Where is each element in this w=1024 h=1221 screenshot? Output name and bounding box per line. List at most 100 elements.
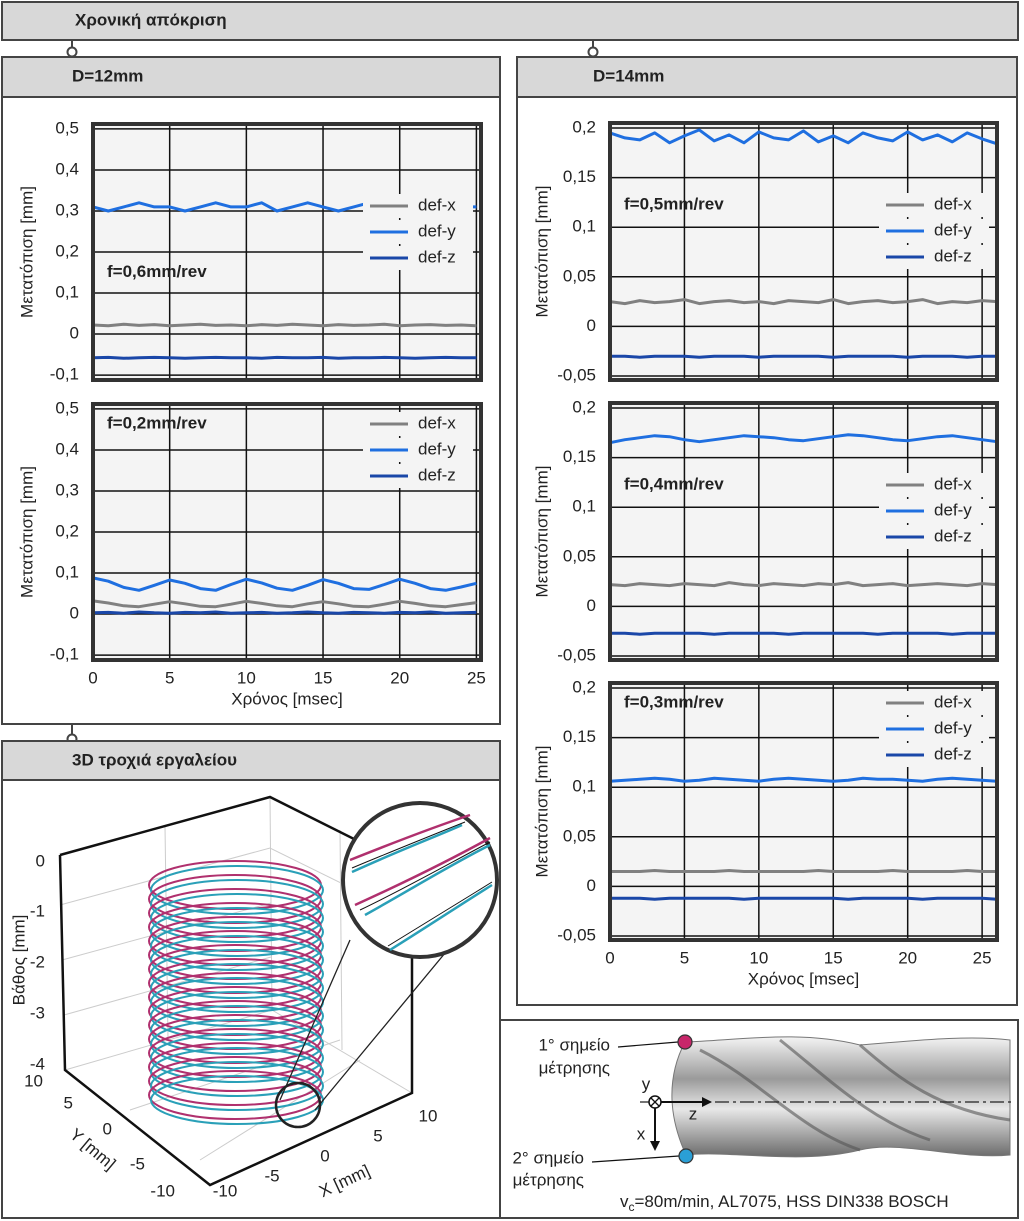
legend-label: def-y: [934, 500, 972, 519]
series-line: [609, 581, 998, 588]
helix: [150, 1019, 325, 1069]
series-line: [610, 631, 997, 636]
legend-label: def-z: [418, 465, 456, 484]
z-axis-label: Βάθος [mm]: [9, 915, 28, 1006]
plot-frame: [91, 402, 483, 662]
zoom-curves: [351, 821, 493, 947]
annotation: f=0,4mm/rev: [624, 474, 724, 493]
helix: [150, 865, 325, 915]
caption-part: c: [629, 1200, 635, 1214]
y-tick-label: 0,1: [55, 283, 79, 302]
series-line: [609, 298, 998, 306]
y-tick-label: 0,1: [572, 777, 596, 796]
legend-label: def-x: [418, 413, 456, 432]
legend-label: def-z: [934, 744, 972, 763]
x-tick-label: 10: [419, 1106, 438, 1125]
series-line: [92, 355, 477, 360]
x-tick-label: 0: [605, 948, 614, 967]
y-tick-label: 0: [587, 316, 596, 335]
panel-title: D=12mm: [72, 66, 143, 85]
y-tick-label: 0,3: [55, 200, 79, 219]
caption-part: =80m/min, AL7075, HSS DIN338 BOSCH: [635, 1192, 949, 1211]
drill: [671, 1036, 1011, 1158]
helix: [150, 963, 325, 1013]
legend-label: def-z: [934, 526, 972, 545]
series-line: [610, 896, 998, 901]
x-tick-label: 5: [680, 948, 689, 967]
y-tick-label: 0,1: [55, 563, 79, 582]
helix: [150, 949, 325, 999]
series-line: [609, 776, 998, 783]
legend-label: def-y: [418, 221, 456, 240]
zoom-lines: [279, 934, 461, 1111]
x-tick-label: 20: [898, 948, 917, 967]
x-tick-label: 10: [237, 668, 256, 687]
y-tick-label: -0,1: [50, 365, 79, 384]
y-tick-label: 0: [103, 1119, 112, 1138]
helix: [150, 907, 325, 957]
header-bar: [1, 1, 1019, 41]
z-tick-label: 0: [36, 851, 45, 870]
panel-title: D=14mm: [593, 66, 664, 85]
x-tick-label: -5: [264, 1166, 279, 1185]
y-tick-label: 0: [70, 604, 79, 623]
annotation: f=0,6mm/rev: [107, 262, 207, 281]
series-line: [610, 354, 997, 359]
helix: [150, 935, 325, 985]
label: 2° σημείο: [512, 1148, 584, 1167]
y-tick-label: 0,5: [55, 398, 79, 417]
x-tick-label: 25: [467, 668, 486, 687]
y-tick-label: 0,1: [572, 217, 596, 236]
y-tick-label: 0,2: [572, 677, 596, 696]
x-tick-label: 0: [320, 1146, 329, 1165]
y-tick-label: 10: [24, 1071, 43, 1090]
z-tick-label: -1: [30, 901, 45, 920]
legend-label: def-z: [934, 246, 972, 265]
y-tick-label: 0: [587, 876, 596, 895]
y-tick-label: -10: [150, 1181, 175, 1200]
y-tick-label: -0,05: [557, 646, 596, 665]
axis-label: z: [689, 1104, 698, 1123]
helix: [150, 893, 325, 943]
series-line: [609, 433, 998, 445]
series-line: [92, 322, 477, 328]
panel-title: 3D τροχιά εργαλείου: [72, 750, 237, 769]
annotation: f=0,3mm/rev: [624, 692, 724, 711]
y-tick-label: 0,05: [563, 546, 596, 565]
label: 1° σημείο: [538, 1035, 610, 1054]
helix: [150, 1005, 325, 1055]
y-axis-label: Μετατόπιση [mm]: [532, 746, 551, 878]
y-tick-label: 5: [64, 1093, 73, 1112]
y-tick-label: 0: [587, 596, 596, 615]
legend-label: def-x: [418, 195, 456, 214]
y-tick-label: 0,05: [563, 826, 596, 845]
y-tick-label: 0: [70, 324, 79, 343]
y-tick-label: 0,2: [572, 397, 596, 416]
legend-label: def-x: [934, 474, 972, 493]
y-tick-label: 0,2: [55, 521, 79, 540]
y-tick-label: 0,3: [55, 480, 79, 499]
y-tick-label: -0,1: [50, 645, 79, 664]
plot-frame: [608, 401, 999, 662]
x-axis-label: Χρόνος [msec]: [748, 969, 859, 988]
y-tick-label: 0,5: [55, 118, 79, 137]
label: μέτρησης: [539, 1058, 610, 1077]
x-tick-label: 15: [824, 948, 843, 967]
series-line: [610, 869, 997, 873]
y-axis-label: Μετατόπιση [mm]: [17, 466, 36, 598]
y-tick-label: -5: [130, 1154, 145, 1173]
y-axis-label: Μετατόπιση [mm]: [532, 186, 551, 318]
zoom-source: [274, 1081, 322, 1129]
helix: [150, 921, 325, 971]
legend-label: def-y: [934, 718, 972, 737]
y-tick-label: 0,15: [563, 167, 596, 186]
y-tick-label: 0,2: [55, 241, 79, 260]
helix: [150, 1047, 325, 1097]
panel-header: [1, 56, 501, 98]
series-line: [92, 610, 477, 615]
z-tick-label: -4: [30, 1054, 45, 1073]
y-tick-label: 0,05: [563, 266, 596, 285]
series-line: [609, 128, 998, 146]
